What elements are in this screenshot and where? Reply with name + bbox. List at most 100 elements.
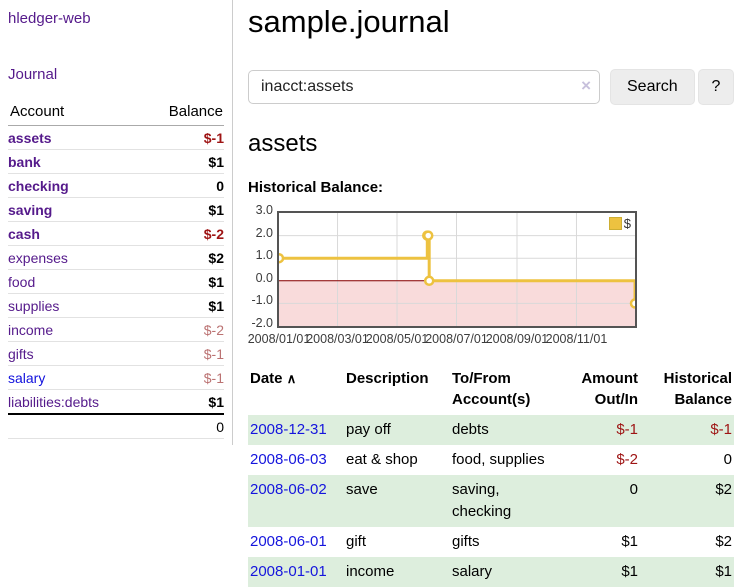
transaction-description: eat & shop bbox=[346, 451, 418, 468]
account-link-liabilities-debts[interactable]: liabilities:debts bbox=[8, 394, 100, 410]
account-balance: $-2 bbox=[203, 226, 224, 242]
page-title: sample.journal bbox=[248, 4, 450, 39]
account-row: saving $1 bbox=[8, 198, 224, 222]
account-row: expenses $2 bbox=[8, 246, 224, 270]
account-row: supplies $1 bbox=[8, 294, 224, 318]
account-link-food[interactable]: food bbox=[8, 274, 36, 290]
transaction-date-link[interactable]: 2008-06-02 bbox=[250, 481, 327, 498]
transaction-accounts: gifts bbox=[452, 533, 480, 550]
search-button[interactable]: Search bbox=[610, 69, 695, 105]
transaction-balance: $1 bbox=[715, 563, 732, 580]
account-column-header: Account bbox=[8, 100, 141, 126]
account-balance: $-2 bbox=[203, 322, 224, 338]
account-balance: $-1 bbox=[203, 130, 224, 146]
account-balance: $-1 bbox=[203, 370, 224, 386]
chart-x-tick-label: 2008/03/01 bbox=[306, 332, 369, 346]
transaction-row[interactable]: 2008-06-03 eat & shop food, supplies $-2 0 bbox=[248, 445, 734, 475]
help-button[interactable]: ? bbox=[698, 69, 734, 105]
account-balance: $-1 bbox=[203, 346, 224, 362]
transaction-accounts: saving, checking bbox=[452, 481, 512, 520]
account-row: gifts $-1 bbox=[8, 342, 224, 366]
app-title-link[interactable]: hledger-web bbox=[8, 10, 91, 27]
accounts-total-row: 0 bbox=[8, 414, 224, 439]
account-link-cash[interactable]: cash bbox=[8, 226, 40, 242]
transactions-table: Date ∧ Description To/From Account(s) Am… bbox=[248, 366, 734, 587]
account-link-assets[interactable]: assets bbox=[8, 130, 52, 146]
account-row: cash $-2 bbox=[8, 222, 224, 246]
transaction-description: gift bbox=[346, 533, 367, 550]
accounts-column-header: To/From Account(s) bbox=[452, 370, 531, 408]
transaction-accounts: food, supplies bbox=[452, 451, 545, 468]
account-link-expenses[interactable]: expenses bbox=[8, 250, 68, 266]
account-link-bank[interactable]: bank bbox=[8, 154, 41, 170]
transaction-date-link[interactable]: 2008-12-31 bbox=[250, 421, 327, 438]
chart-x-tick-label: 2008/05/01 bbox=[365, 332, 429, 346]
transaction-amount: $1 bbox=[621, 563, 638, 580]
chart-y-tick-label: 1.0 bbox=[255, 248, 273, 263]
main-content: sample.journal × Search ? assets Histori… bbox=[248, 0, 734, 587]
sidebar-item-journal[interactable]: Journal bbox=[8, 66, 58, 83]
account-page-title: assets bbox=[248, 130, 318, 157]
transaction-row[interactable]: 2008-01-01 income salary $1 $1 bbox=[248, 557, 734, 587]
sidebar: hledger-web Journal Account Balance asse… bbox=[0, 0, 233, 445]
account-row: assets $-1 bbox=[8, 126, 224, 150]
account-row: checking 0 bbox=[8, 174, 224, 198]
chart-title: Historical Balance: bbox=[248, 179, 384, 196]
transaction-row[interactable]: 2008-06-01 gift gifts $1 $2 bbox=[248, 527, 734, 557]
amount-column-header: Amount Out/In bbox=[581, 370, 638, 408]
legend-swatch-icon bbox=[608, 217, 622, 230]
account-link-checking[interactable]: checking bbox=[8, 178, 69, 194]
transaction-row[interactable]: 2008-06-02 save saving, checking 0 $2 bbox=[248, 475, 734, 527]
chart-x-tick-label: 2008/11/01 bbox=[545, 332, 608, 346]
transaction-balance: $-1 bbox=[710, 421, 732, 438]
account-link-income[interactable]: income bbox=[8, 322, 54, 338]
transactions-table-header: Date ∧ Description To/From Account(s) Am… bbox=[248, 366, 734, 415]
chart-x-tick-label: 2008/07/01 bbox=[425, 332, 488, 346]
transaction-amount: 0 bbox=[629, 481, 638, 498]
search-form: × Search ? bbox=[248, 69, 734, 105]
clear-search-icon[interactable]: × bbox=[581, 76, 591, 95]
account-link-saving[interactable]: saving bbox=[8, 202, 53, 218]
transaction-description: income bbox=[346, 563, 395, 580]
transaction-balance: 0 bbox=[723, 451, 732, 468]
account-balance: $1 bbox=[208, 154, 224, 170]
transaction-row[interactable]: 2008-12-31 pay off debts $-1 $-1 bbox=[248, 415, 734, 445]
account-row: food $1 bbox=[8, 270, 224, 294]
transaction-accounts: debts bbox=[452, 421, 489, 438]
balance-column-header: Balance bbox=[140, 100, 224, 126]
accounts-table: Account Balance assets $-1 bank $1 checking 0… bbox=[8, 100, 224, 439]
search-input[interactable] bbox=[248, 70, 600, 104]
description-column-header: Description bbox=[346, 370, 429, 387]
accounts-total: 0 bbox=[216, 419, 224, 435]
chart-y-tick-label: 3.0 bbox=[255, 203, 273, 217]
chart-plot-area[interactable]: $ bbox=[277, 211, 637, 328]
date-column-header[interactable]: Date ∧ bbox=[250, 370, 297, 387]
transaction-date-link[interactable]: 2008-06-03 bbox=[250, 451, 327, 468]
accounts-table-body: assets $-1 bank $1 checking 0 saving $1 cash $-2 e… bbox=[8, 126, 224, 439]
balance-column-header-tx: Historical Balance bbox=[663, 370, 732, 408]
transaction-accounts: salary bbox=[452, 563, 493, 580]
account-link-supplies[interactable]: supplies bbox=[8, 298, 60, 314]
accounts-table-header: Account Balance bbox=[8, 100, 224, 126]
transaction-date-link[interactable]: 2008-06-01 bbox=[250, 533, 327, 550]
account-balance: 0 bbox=[216, 178, 224, 194]
transaction-amount: $-1 bbox=[616, 421, 638, 438]
account-balance: $1 bbox=[208, 202, 224, 218]
chart-y-tick-label: -2.0 bbox=[251, 316, 273, 330]
transaction-description: pay off bbox=[346, 421, 391, 438]
transaction-description: save bbox=[346, 481, 378, 498]
transactions-table-body: 2008-12-31 pay off debts $-1 $-1 2008-06-03 ea… bbox=[248, 415, 734, 587]
chart-svg bbox=[279, 213, 635, 326]
account-row: income $-2 bbox=[8, 318, 224, 342]
account-row: liabilities:debts $1 bbox=[8, 390, 224, 414]
chart-legend: $ bbox=[608, 216, 631, 231]
chart-x-tick-label: 2008/09/01 bbox=[485, 332, 549, 346]
transaction-amount: $-2 bbox=[616, 451, 638, 468]
transaction-date-link[interactable]: 2008-01-01 bbox=[250, 563, 327, 580]
account-link-salary[interactable]: salary bbox=[8, 370, 46, 386]
legend-label: $ bbox=[623, 216, 631, 231]
account-balance: $2 bbox=[208, 250, 224, 266]
transaction-amount: $1 bbox=[621, 533, 638, 550]
balance-chart: $ 3.0 2.0 1.0 0.0 -1.0 -2.0 2008/01/01 2008/03/… bbox=[248, 203, 638, 346]
account-link-gifts[interactable]: gifts bbox=[8, 346, 34, 362]
